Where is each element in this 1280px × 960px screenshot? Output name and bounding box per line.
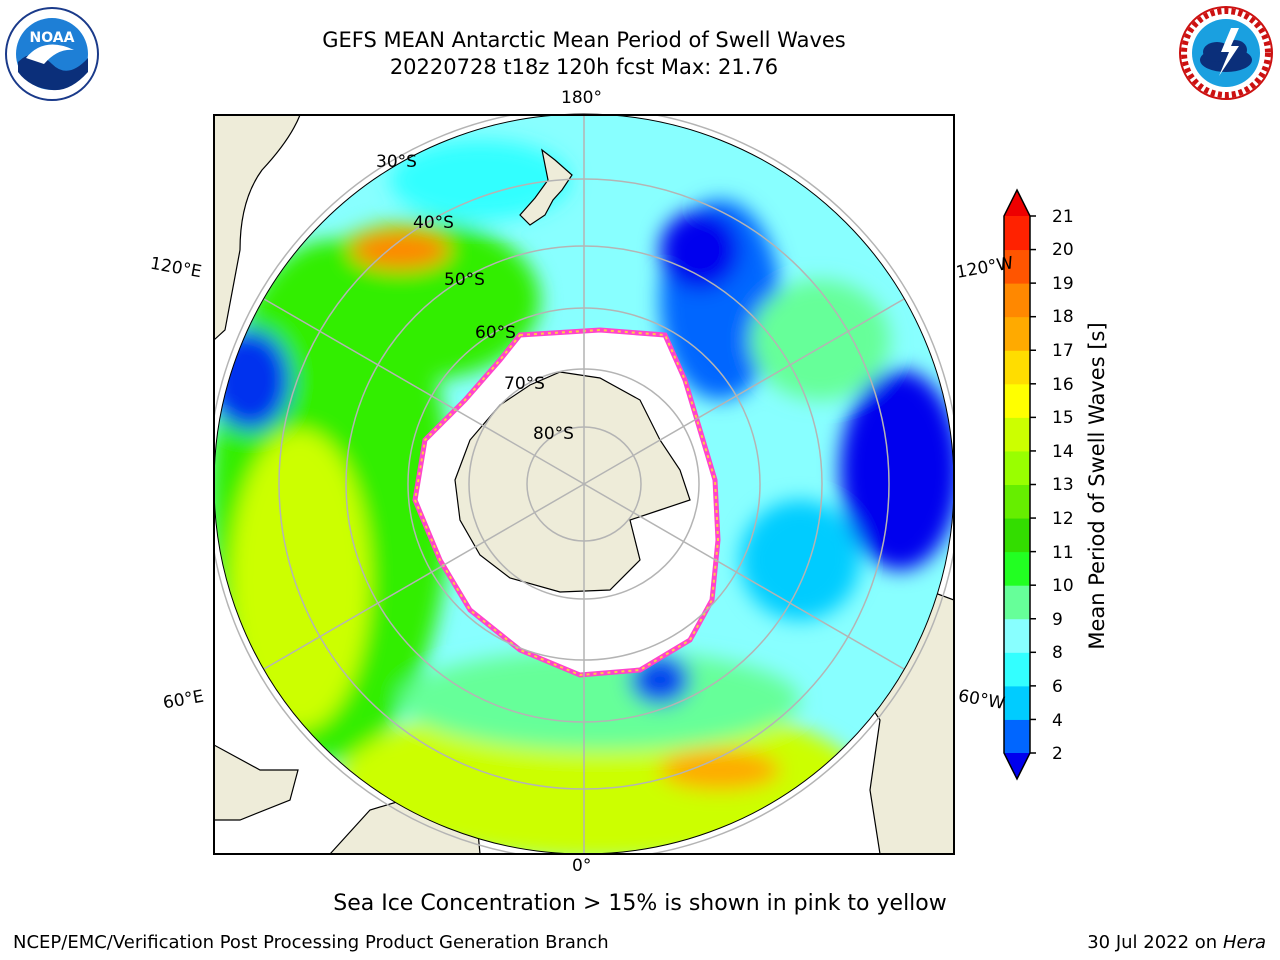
colorbar-band	[1004, 283, 1030, 318]
colorbar-tick: 4	[1052, 711, 1063, 731]
colorbar-band	[1004, 350, 1030, 385]
chart-title: GEFS MEAN Antarctic Mean Period of Swell…	[322, 28, 846, 52]
colorbar-tick: 21	[1052, 207, 1074, 227]
noaa-logo-text: NOAA	[30, 30, 75, 46]
chart-subtitle: 20220728 t18z 120h fcst Max: 21.76	[389, 55, 779, 79]
lat-label-50s: 50°S	[444, 270, 485, 290]
colorbar-tick: 11	[1052, 543, 1074, 563]
colorbar-max-extension	[1004, 190, 1030, 216]
colorbar-tick: 2	[1052, 744, 1063, 764]
lat-label-40s: 40°S	[413, 213, 454, 233]
graticule	[214, 115, 954, 854]
lat-label-80s: 80°S	[533, 424, 574, 444]
colorbar-band	[1004, 249, 1030, 284]
lat-label-70s: 70°S	[504, 374, 545, 394]
colorbar-tick: 8	[1052, 643, 1063, 663]
colorbar-title: Mean Period of Swell Waves [s]	[1085, 322, 1109, 650]
colorbar-tick: 20	[1052, 240, 1074, 260]
colorbar-tick: 10	[1052, 576, 1074, 596]
colorbar-tick: 17	[1052, 341, 1074, 361]
colorbar-tick: 6	[1052, 677, 1063, 697]
colorbar-band	[1004, 618, 1030, 653]
date-stamp: 30 Jul 2022 on Hera	[1087, 932, 1266, 953]
colorbar-band	[1004, 450, 1030, 485]
colorbar-tick: 13	[1052, 475, 1074, 495]
date-text: 30 Jul 2022 on	[1087, 932, 1223, 953]
nws-logo-icon	[1179, 6, 1273, 100]
colorbar-band	[1004, 216, 1030, 251]
host-name: Hera	[1222, 932, 1266, 953]
map-frame	[213, 114, 955, 855]
colorbar-band	[1004, 551, 1030, 586]
new-zealand	[519, 148, 573, 226]
colorbar-band	[1004, 518, 1030, 553]
colorbar-tick: 15	[1052, 408, 1074, 428]
lon-label-0: 0°	[572, 856, 592, 876]
colorbar-min-extension	[1004, 753, 1030, 779]
lat-label-30s: 30°S	[376, 152, 417, 172]
colorbar-band	[1004, 719, 1030, 754]
colorbar-band	[1004, 585, 1030, 620]
colorbar-band	[1004, 685, 1030, 720]
colorbar-band	[1004, 652, 1030, 687]
noaa-logo-icon: NOAA	[5, 7, 99, 101]
colorbar-tick: 14	[1052, 442, 1074, 462]
colorbar-tick: 19	[1052, 274, 1074, 294]
colorbar-band	[1004, 484, 1030, 519]
lon-label-180: 180°	[561, 88, 602, 108]
colorbar-band	[1004, 417, 1030, 452]
colorbar-band	[1004, 316, 1030, 351]
colorbar-tick: 9	[1052, 610, 1063, 630]
sea-ice-note: Sea Ice Concentration > 15% is shown in …	[333, 891, 947, 916]
colorbar-tick: 18	[1052, 307, 1074, 327]
colorbar	[1003, 188, 1036, 781]
colorbar-tick: 12	[1052, 509, 1074, 529]
colorbar-tick: 16	[1052, 375, 1074, 395]
credit-text: NCEP/EMC/Verification Post Processing Pr…	[13, 932, 609, 953]
colorbar-band	[1004, 383, 1030, 418]
lat-label-60s: 60°S	[475, 323, 516, 343]
